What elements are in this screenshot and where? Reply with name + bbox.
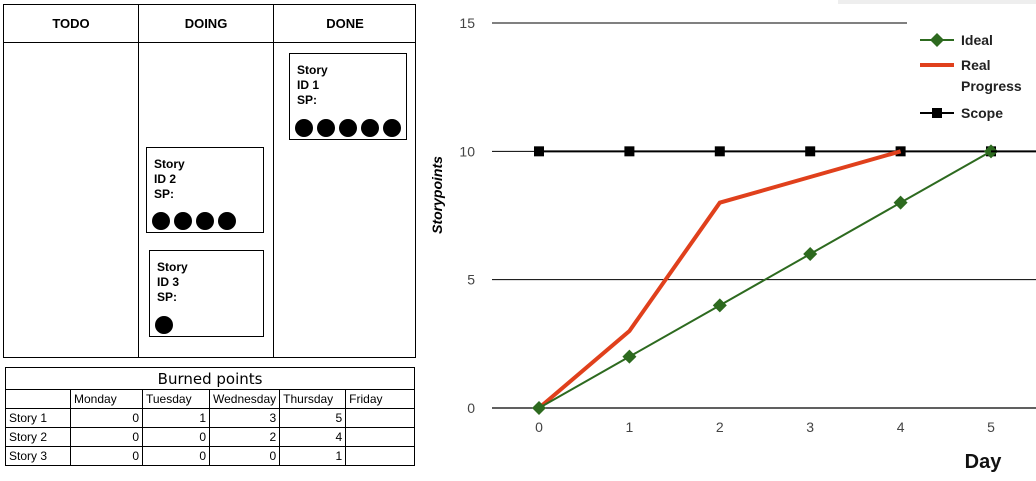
column-divider (273, 5, 274, 357)
burndown-chart: 0 5 10 15 0 1 2 3 4 5 Storypoints Day Ideal Real P… (429, 0, 1036, 473)
header-cell (5, 389, 71, 409)
header-cell: Wednesday (208, 389, 281, 409)
table-cell (345, 408, 416, 428)
column-header-todo: TODO (52, 16, 90, 31)
series-line (537, 149, 902, 410)
table-cell: 1 (279, 446, 347, 466)
data-point (714, 146, 725, 157)
story-point-dot (218, 212, 236, 230)
row-label: Story 2 (5, 427, 71, 447)
table-cell: 2 (208, 427, 281, 447)
data-point (805, 146, 816, 157)
header-cell: Thursday (279, 389, 347, 409)
data-point (532, 401, 546, 415)
y-tick-label: 10 (459, 143, 475, 159)
story-point-dot (152, 212, 170, 230)
column-header-doing: DOING (184, 16, 228, 31)
data-point (624, 146, 635, 157)
legend-swatch (920, 108, 954, 118)
y-axis-ticks: 0 5 10 15 (459, 15, 475, 416)
legend-top-strip (838, 0, 1036, 4)
story-point-dots (295, 119, 401, 137)
story-point-dot (174, 212, 192, 230)
table-header-row: Monday Tuesday Wednesday Thursday Friday (5, 389, 416, 409)
story-card-1[interactable]: Story ID 1 SP: (289, 53, 407, 140)
table-cell: 0 (70, 446, 143, 466)
y-tick-label: 0 (467, 400, 475, 416)
data-point (622, 349, 637, 364)
x-tick-label: 1 (626, 419, 634, 435)
table-cell: 0 (70, 427, 143, 447)
table-cell: 3 (208, 408, 281, 428)
chart-legend: Ideal Real Progress Scope (838, 0, 1036, 121)
card-text: Story ID 1 SP: (297, 63, 328, 107)
legend-swatch (920, 33, 954, 47)
table-cell: 0 (142, 427, 210, 447)
header-divider (4, 42, 415, 43)
table-cell (345, 446, 416, 466)
chart-series (532, 144, 1036, 415)
data-point (712, 298, 727, 313)
story-point-dots (152, 212, 236, 230)
header-cell: Tuesday (142, 389, 210, 409)
story-card-2[interactable]: Story ID 2 SP: (146, 147, 264, 233)
card-text: Story ID 3 SP: (157, 260, 188, 304)
story-point-dot (155, 316, 173, 334)
table-cell: 4 (279, 427, 347, 447)
data-point (534, 146, 544, 157)
y-tick-label: 15 (459, 15, 475, 31)
table-title: Burned points (4, 367, 416, 390)
data-point (803, 247, 818, 261)
kanban-board: TODO DOING DONE Story ID 1 SP: Story ID … (3, 4, 416, 358)
table-row: Story 2 0 0 2 4 (5, 427, 416, 447)
card-text: Story ID 2 SP: (154, 157, 185, 201)
x-tick-label: 2 (716, 419, 724, 435)
story-point-dot (361, 119, 379, 137)
legend-label: Ideal (961, 32, 993, 48)
story-point-dots (155, 316, 173, 334)
series-scope (534, 146, 996, 157)
y-tick-label: 5 (467, 272, 475, 288)
x-tick-label: 0 (535, 419, 543, 435)
legend-marker (930, 33, 944, 47)
table-cell (345, 427, 416, 447)
legend-label: Progress (961, 78, 1022, 94)
column-divider (138, 5, 139, 357)
table-cell: 0 (70, 408, 143, 428)
x-axis-label: Day (965, 451, 1003, 473)
series-line (538, 150, 992, 409)
x-tick-label: 4 (897, 419, 905, 435)
x-tick-label: 5 (987, 419, 995, 435)
table-cell: 0 (208, 446, 281, 466)
table-cell: 1 (142, 408, 210, 428)
table-row: Story 1 0 1 3 5 (5, 408, 416, 428)
y-axis-label: Storypoints (429, 156, 445, 234)
legend-label: Real (961, 57, 991, 73)
table-cell: 0 (142, 446, 210, 466)
table-row: Story 3 0 0 0 1 (5, 446, 416, 466)
legend-label: Scope (961, 105, 1003, 121)
table-cell: 5 (279, 408, 347, 428)
row-label: Story 3 (5, 446, 71, 466)
data-point (893, 195, 908, 210)
story-card-3[interactable]: Story ID 3 SP: (149, 250, 264, 337)
story-point-dot (196, 212, 214, 230)
series-ideal (532, 144, 998, 415)
x-tick-label: 3 (806, 419, 814, 435)
x-axis-ticks: 0 1 2 3 4 5 (535, 419, 995, 435)
story-point-dot (295, 119, 313, 137)
story-point-dot (317, 119, 335, 137)
story-point-dot (383, 119, 401, 137)
series-real-progress (537, 149, 902, 410)
legend-marker (932, 108, 942, 118)
burned-points-table: Burned points Monday Tuesday Wednesday T… (4, 367, 416, 466)
header-cell: Monday (70, 389, 143, 409)
column-header-done: DONE (326, 16, 364, 31)
chart-grid (492, 22, 1036, 409)
row-label: Story 1 (5, 408, 71, 428)
story-point-dot (339, 119, 357, 137)
header-cell: Friday (345, 389, 416, 409)
